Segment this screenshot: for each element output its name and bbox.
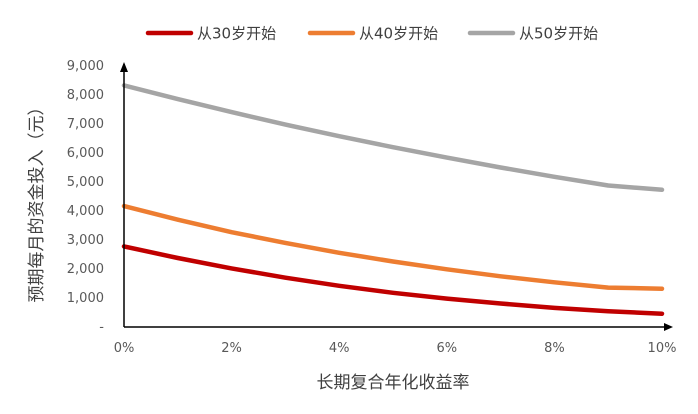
series-line-3 (121, 83, 665, 193)
series-lines (121, 83, 665, 316)
x-tick-label: 8% (544, 341, 565, 356)
y-tick-label: 4,000 (67, 204, 104, 219)
y-tick-label: 3,000 (67, 233, 104, 248)
x-tick-label: 10% (648, 341, 677, 356)
legend-label-1: 从30岁开始 (197, 25, 276, 43)
legend-label-3: 从50岁开始 (519, 25, 598, 43)
y-tick-label: 5,000 (67, 175, 104, 190)
x-axis-ticks: 0% 2% 4% 6% 8% 10% (114, 341, 677, 356)
y-axis-arrow (120, 62, 128, 72)
y-tick-label: 6,000 (67, 146, 104, 161)
series-line-2 (121, 203, 665, 291)
x-tick-label: 0% (114, 341, 135, 356)
y-tick-label: 7,000 (67, 117, 104, 132)
y-axis-ticks: - 1,000 2,000 3,000 4,000 5,000 6,000 7,000 8,00… (67, 59, 105, 335)
y-tick-label: 1,000 (67, 291, 104, 306)
y-tick-label: 9,000 (67, 59, 104, 74)
y-axis-title: 预期每月的资金投入（元） (27, 99, 47, 303)
x-tick-label: 6% (436, 341, 457, 356)
y-tick-label: 2,000 (67, 262, 104, 277)
x-axis-title: 长期复合年化收益率 (317, 373, 470, 393)
y-tick-label: 8,000 (67, 88, 104, 103)
x-tick-label: 4% (329, 341, 350, 356)
series-line-1 (121, 244, 665, 316)
x-axis-arrow (664, 323, 673, 331)
legend: 从30岁开始 从40岁开始 从50岁开始 (145, 25, 598, 43)
x-tick-label: 2% (221, 341, 242, 356)
legend-label-2: 从40岁开始 (359, 25, 438, 43)
y-tick-label: - (99, 320, 104, 335)
